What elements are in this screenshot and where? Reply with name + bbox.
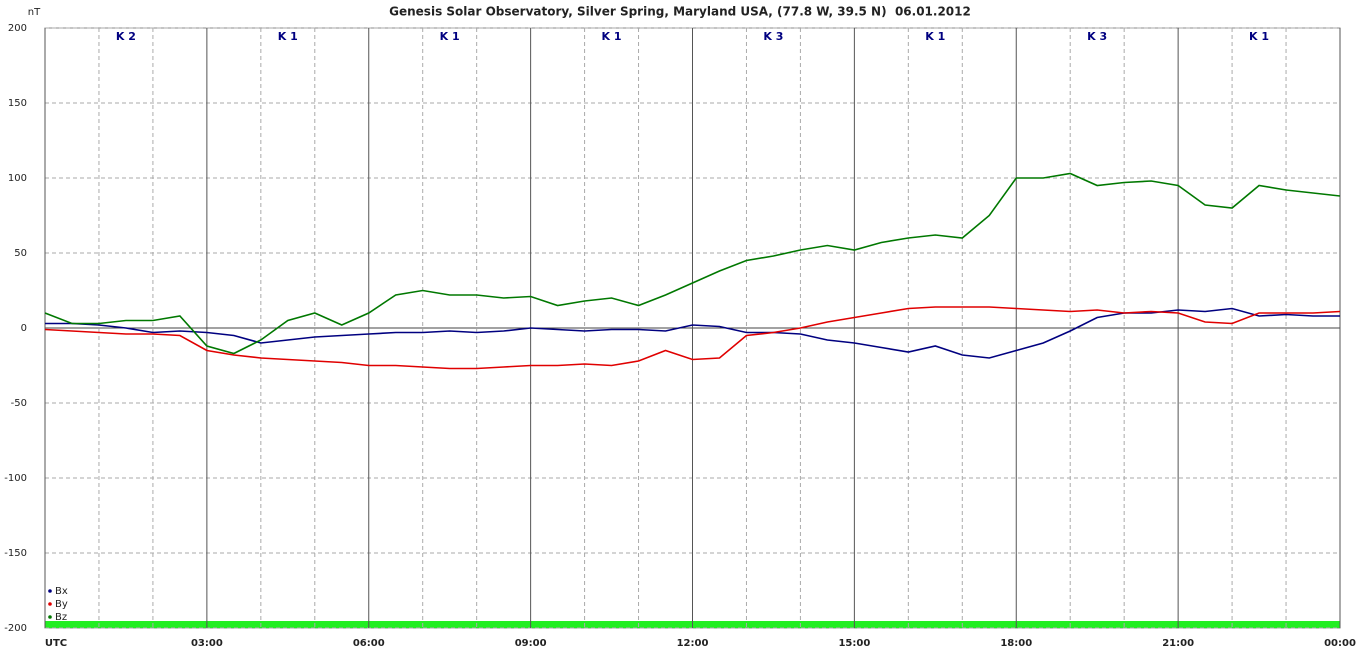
y-tick-label: 100 (8, 173, 27, 184)
k-index-label: K 2 (116, 30, 136, 43)
x-tick-label: 18:00 (1000, 638, 1032, 649)
legend-marker (48, 615, 52, 619)
k-index-label: K 3 (1087, 30, 1107, 43)
k-index-label: K 1 (602, 30, 622, 43)
legend-label: By (55, 599, 68, 610)
series-line (44, 306, 1341, 370)
y-tick-label: -150 (4, 548, 27, 559)
x-tick-label: 09:00 (515, 638, 547, 649)
x-tick-label: 12:00 (677, 638, 709, 649)
k-index-label: K 1 (440, 30, 460, 43)
y-tick-label: 0 (21, 323, 27, 334)
legend-marker (48, 602, 52, 606)
x-tick-label: 00:00 (1324, 638, 1356, 649)
k-index-label: K 3 (763, 30, 783, 43)
k-index-label: K 1 (1249, 30, 1269, 43)
y-tick-label: 200 (8, 23, 27, 34)
legend-label: Bz (55, 612, 67, 623)
y-tick-label: -100 (4, 473, 27, 484)
y-tick-label: -50 (11, 398, 27, 409)
legend-label: Bx (55, 586, 68, 597)
k-index-label: K 1 (925, 30, 945, 43)
x-tick-label: 03:00 (191, 638, 223, 649)
k-index-label: K 1 (278, 30, 298, 43)
x-tick-label: 15:00 (838, 638, 870, 649)
y-axis-label: nT (28, 7, 41, 18)
legend-marker (48, 589, 52, 593)
x-tick-label: UTC (45, 638, 67, 649)
y-tick-label: 50 (14, 248, 27, 259)
x-tick-label: 06:00 (353, 638, 385, 649)
x-tick-label: 21:00 (1162, 638, 1194, 649)
series-line (44, 172, 1341, 355)
chart-title: Genesis Solar Observatory, Silver Spring… (389, 5, 971, 19)
y-tick-label: -200 (4, 623, 27, 634)
y-tick-label: 150 (8, 98, 27, 109)
